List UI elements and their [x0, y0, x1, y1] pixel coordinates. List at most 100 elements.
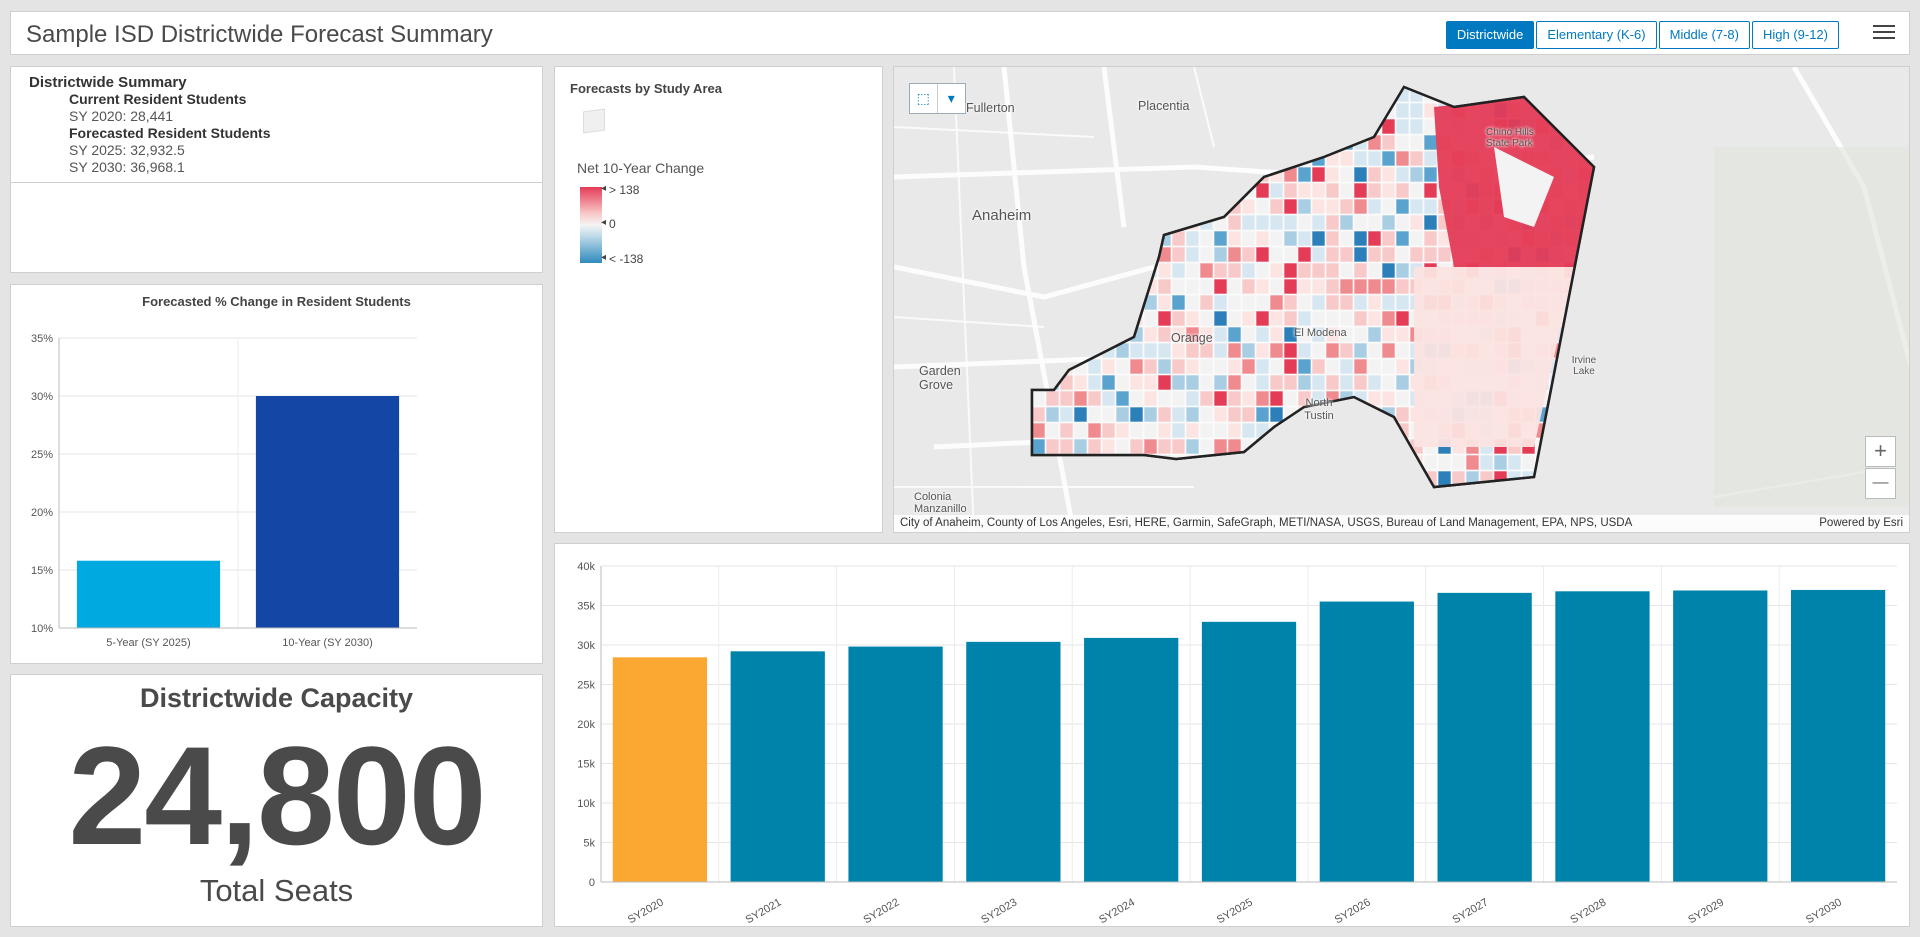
- bar: [848, 646, 943, 882]
- study-area: [1101, 326, 1116, 343]
- study-area: [1115, 87, 1130, 103]
- bar: [1437, 592, 1532, 882]
- study-area: [1143, 342, 1158, 359]
- bar: [1319, 601, 1414, 882]
- study-area: [1367, 310, 1382, 327]
- study-area: [1577, 278, 1592, 295]
- study-area: [1255, 102, 1270, 119]
- study-area: [1423, 454, 1438, 471]
- tab-elementary[interactable]: Elementary (K-6): [1536, 21, 1657, 49]
- study-area: [1297, 358, 1312, 375]
- study-area: [1591, 246, 1594, 263]
- study-area: [1563, 118, 1578, 135]
- zoom-in-button[interactable]: +: [1865, 436, 1896, 467]
- study-area: [1032, 246, 1046, 263]
- x-tick-label: SY2026: [1333, 896, 1373, 926]
- study-area: [1241, 294, 1256, 311]
- study-area: [1059, 150, 1074, 167]
- study-area: [1311, 246, 1326, 263]
- study-area: [1395, 406, 1410, 423]
- study-area: [1059, 230, 1074, 247]
- study-area: [1241, 374, 1256, 391]
- study-area: [1073, 390, 1088, 407]
- study-area: [1325, 278, 1340, 295]
- tab-middle[interactable]: Middle (7-8): [1658, 21, 1750, 49]
- study-area: [1423, 214, 1438, 231]
- forecast-students-label: Forecasted Resident Students: [69, 125, 271, 141]
- study-area: [1367, 198, 1382, 215]
- study-area: [1563, 454, 1578, 471]
- study-area: [1115, 134, 1130, 151]
- study-area: [1325, 134, 1340, 151]
- map-select-tool[interactable]: ⬚ ▾: [909, 83, 966, 114]
- study-area: [1227, 182, 1242, 199]
- study-area: [1381, 374, 1396, 391]
- study-area: [1311, 198, 1326, 215]
- study-area: [1381, 326, 1396, 343]
- study-area: [1227, 246, 1242, 263]
- study-area: [1073, 422, 1088, 439]
- study-area: [1395, 166, 1410, 183]
- study-area: [1101, 374, 1116, 391]
- study-area: [1199, 390, 1214, 407]
- forecast-map[interactable]: ⬚ ▾ Fullerton Placentia Anaheim Chino Hi…: [893, 66, 1910, 533]
- study-area: [1339, 262, 1354, 279]
- study-area: [1269, 214, 1284, 231]
- y-tick-label: 25%: [31, 449, 53, 461]
- study-area: [1143, 214, 1158, 231]
- study-area: [1171, 342, 1186, 359]
- study-area: [1073, 246, 1088, 263]
- study-area: [1213, 438, 1228, 455]
- tab-high[interactable]: High (9-12): [1751, 21, 1839, 49]
- study-area: [1409, 102, 1424, 119]
- study-area: [1563, 438, 1578, 455]
- study-area: [1059, 102, 1074, 119]
- study-area: [1059, 198, 1074, 215]
- forecast-2030-value: SY 2030: 36,968.1: [69, 159, 185, 175]
- study-area: [1451, 454, 1466, 471]
- powered-by-esri[interactable]: Powered by Esri: [1819, 517, 1903, 529]
- zoom-out-button[interactable]: —: [1865, 468, 1896, 499]
- study-area: [1283, 342, 1298, 359]
- study-area: [1577, 406, 1592, 423]
- study-area: [1087, 294, 1102, 311]
- study-area: [1227, 214, 1242, 231]
- study-area: [1143, 358, 1158, 375]
- study-area: [1353, 438, 1368, 455]
- study-area: [1297, 102, 1312, 119]
- study-area: [1227, 470, 1242, 487]
- study-area: [1115, 310, 1130, 327]
- study-area: [1353, 470, 1368, 487]
- hamburger-menu-icon[interactable]: [1873, 21, 1895, 45]
- study-area: [1199, 374, 1214, 391]
- study-area: [1423, 230, 1438, 247]
- study-area: [1032, 182, 1046, 199]
- study-area: [1395, 310, 1410, 327]
- study-area: [1311, 134, 1326, 151]
- study-area: [1353, 214, 1368, 231]
- study-area: [1381, 182, 1396, 199]
- study-area: [1381, 262, 1396, 279]
- study-area: [1073, 118, 1088, 135]
- bar: [612, 657, 708, 882]
- study-area: [1199, 470, 1214, 487]
- study-area: [1283, 294, 1298, 311]
- study-area: [1339, 358, 1354, 375]
- tab-districtwide[interactable]: Districtwide: [1445, 21, 1535, 49]
- study-area: [1311, 166, 1326, 183]
- study-area: [1283, 214, 1298, 231]
- study-area: [1367, 87, 1382, 103]
- chevron-down-icon[interactable]: ▾: [947, 90, 955, 106]
- annual-forecast-chart-panel: 0 5k 10k 15k 20k 25k 30k 35k 40k SY2020 SY2021 SY20…: [554, 543, 1910, 927]
- study-area: [1353, 406, 1368, 423]
- study-area: [1269, 406, 1284, 423]
- study-area: [1129, 390, 1144, 407]
- study-area: [1157, 214, 1172, 231]
- study-area: [1577, 87, 1592, 103]
- study-area: [1227, 134, 1242, 151]
- study-area: [1283, 278, 1298, 295]
- study-area: [1157, 150, 1172, 167]
- select-area-icon[interactable]: ⬚: [910, 84, 938, 113]
- study-area: [1171, 214, 1186, 231]
- study-area: [1199, 150, 1214, 167]
